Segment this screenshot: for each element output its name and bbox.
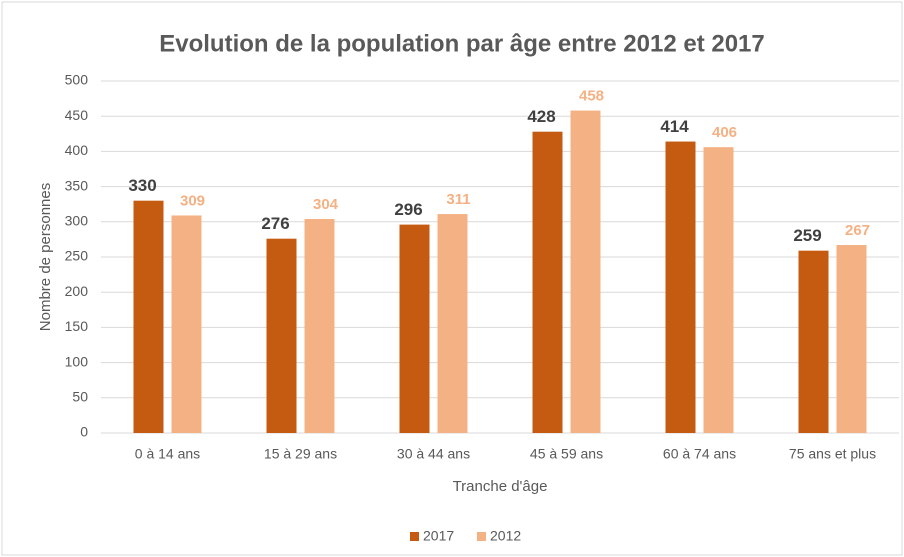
data-label: 259 (793, 226, 821, 245)
x-axis-title: Tranche d'âge (453, 478, 548, 495)
bar (570, 110, 601, 434)
data-label: 296 (394, 200, 422, 219)
x-tick-label: 75 ans et plus (789, 446, 876, 462)
bar (304, 218, 335, 433)
bar (532, 131, 563, 434)
data-label: 406 (712, 124, 737, 141)
y-tick-label: 300 (65, 213, 89, 229)
x-tick-label: 45 à 59 ans (530, 446, 603, 462)
bar (133, 200, 164, 433)
data-label: 309 (180, 192, 205, 209)
y-tick-label: 350 (65, 177, 89, 193)
x-tick-label: 0 à 14 ans (135, 446, 200, 462)
y-tick-label: 250 (65, 248, 89, 264)
x-tick-label: 30 à 44 ans (397, 446, 470, 462)
y-tick-label: 50 (72, 389, 88, 405)
legend-swatch (410, 532, 419, 541)
legend-label: 2012 (490, 528, 521, 544)
bar (437, 214, 468, 433)
data-label: 458 (579, 88, 604, 105)
bar (399, 224, 430, 433)
bar (171, 215, 202, 433)
y-tick-label: 500 (65, 72, 89, 88)
chart-title: Evolution de la population par âge entre… (159, 30, 765, 57)
data-label: 304 (313, 196, 339, 213)
data-label: 330 (128, 176, 156, 195)
bar (703, 147, 734, 433)
y-tick-label: 200 (65, 283, 89, 299)
x-tick-label: 15 à 29 ans (264, 446, 337, 462)
data-label: 311 (446, 191, 470, 208)
y-tick-label: 150 (65, 318, 89, 334)
legend-swatch (477, 532, 486, 541)
data-label: 428 (527, 107, 555, 126)
y-tick-label: 100 (65, 353, 89, 369)
x-tick-label: 60 à 74 ans (663, 446, 736, 462)
data-label: 267 (845, 222, 870, 239)
bar (665, 141, 696, 433)
y-tick-label: 0 (80, 424, 88, 440)
legend-label: 2017 (423, 528, 454, 544)
bar (836, 245, 867, 433)
y-tick-label: 400 (65, 142, 89, 158)
bar (266, 238, 297, 433)
data-label: 276 (261, 214, 289, 233)
bar (798, 250, 829, 433)
y-axis-title: Nombre de personnes (37, 183, 54, 331)
y-tick-label: 450 (65, 107, 89, 123)
data-label: 414 (660, 117, 689, 136)
